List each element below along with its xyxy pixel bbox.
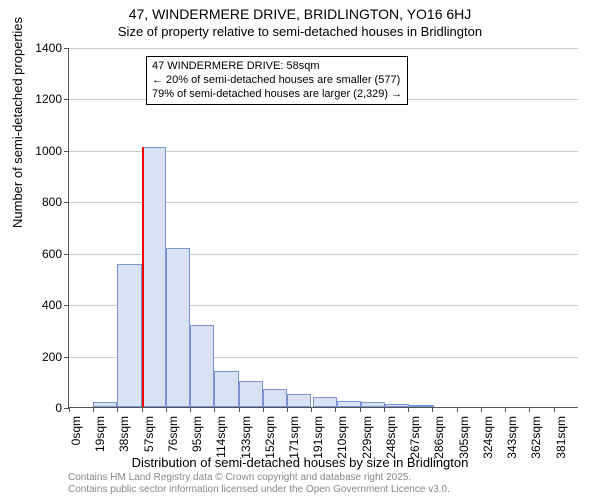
xtick-mark [311, 407, 312, 412]
ytick-label: 200 [12, 350, 62, 364]
histogram-bar [361, 402, 385, 407]
ytick-mark [64, 151, 69, 152]
ytick-mark [64, 357, 69, 358]
annotation-box: 47 WINDERMERE DRIVE: 58sqm ← 20% of semi… [146, 56, 408, 105]
histogram-bar [337, 401, 361, 407]
xtick-mark [190, 407, 191, 412]
xtick-mark [505, 407, 506, 412]
histogram-bar [239, 381, 263, 407]
chart-title-block: 47, WINDERMERE DRIVE, BRIDLINGTON, YO16 … [0, 0, 600, 40]
xtick-mark [408, 407, 409, 412]
attribution-line1: Contains HM Land Registry data © Crown c… [68, 472, 450, 484]
histogram-bar [385, 404, 409, 407]
xtick-mark [529, 407, 530, 412]
chart-area: 02004006008001000120014000sqm19sqm38sqm5… [68, 48, 578, 408]
histogram-bar [313, 397, 337, 407]
histogram-bar [166, 248, 190, 407]
xtick-mark [166, 407, 167, 412]
highlight-marker [142, 147, 144, 407]
ytick-label: 600 [12, 247, 62, 261]
xtick-mark [457, 407, 458, 412]
histogram-bar [287, 394, 311, 407]
xtick-mark [481, 407, 482, 412]
ytick-mark [64, 48, 69, 49]
histogram-bar [263, 389, 287, 407]
xtick-mark [69, 407, 70, 412]
ytick-label: 1200 [12, 92, 62, 106]
xtick-mark [554, 407, 555, 412]
annotation-line1: 47 WINDERMERE DRIVE: 58sqm [152, 60, 402, 74]
histogram-bar [142, 147, 166, 407]
annotation-line3: 79% of semi-detached houses are larger (… [152, 88, 402, 102]
histogram-bar [93, 402, 117, 407]
histogram-bar [190, 325, 214, 407]
ytick-mark [64, 305, 69, 306]
attribution-line2: Contains public sector information licen… [68, 484, 450, 496]
ytick-label: 0 [12, 401, 62, 415]
xtick-mark [384, 407, 385, 412]
xtick-mark [239, 407, 240, 412]
x-axis-label: Distribution of semi-detached houses by … [0, 455, 600, 470]
xtick-mark [335, 407, 336, 412]
xtick-mark [214, 407, 215, 412]
xtick-mark [432, 407, 433, 412]
ytick-label: 1000 [12, 144, 62, 158]
xtick-mark [263, 407, 264, 412]
ytick-label: 400 [12, 298, 62, 312]
attribution: Contains HM Land Registry data © Crown c… [68, 472, 450, 496]
ytick-mark [64, 99, 69, 100]
chart-title-line1: 47, WINDERMERE DRIVE, BRIDLINGTON, YO16 … [0, 6, 600, 24]
xtick-mark [360, 407, 361, 412]
xtick-mark [287, 407, 288, 412]
xtick-mark [142, 407, 143, 412]
xtick-mark [93, 407, 94, 412]
histogram-bar [117, 264, 141, 407]
histogram-bar [214, 371, 238, 407]
ytick-mark [64, 202, 69, 203]
ytick-mark [64, 254, 69, 255]
ytick-label: 1400 [12, 41, 62, 55]
ytick-label: 800 [12, 195, 62, 209]
annotation-line2: ← 20% of semi-detached houses are smalle… [152, 74, 402, 88]
gridline [69, 48, 578, 49]
chart-title-line2: Size of property relative to semi-detach… [0, 24, 600, 40]
xtick-mark [117, 407, 118, 412]
histogram-bar [409, 405, 433, 407]
